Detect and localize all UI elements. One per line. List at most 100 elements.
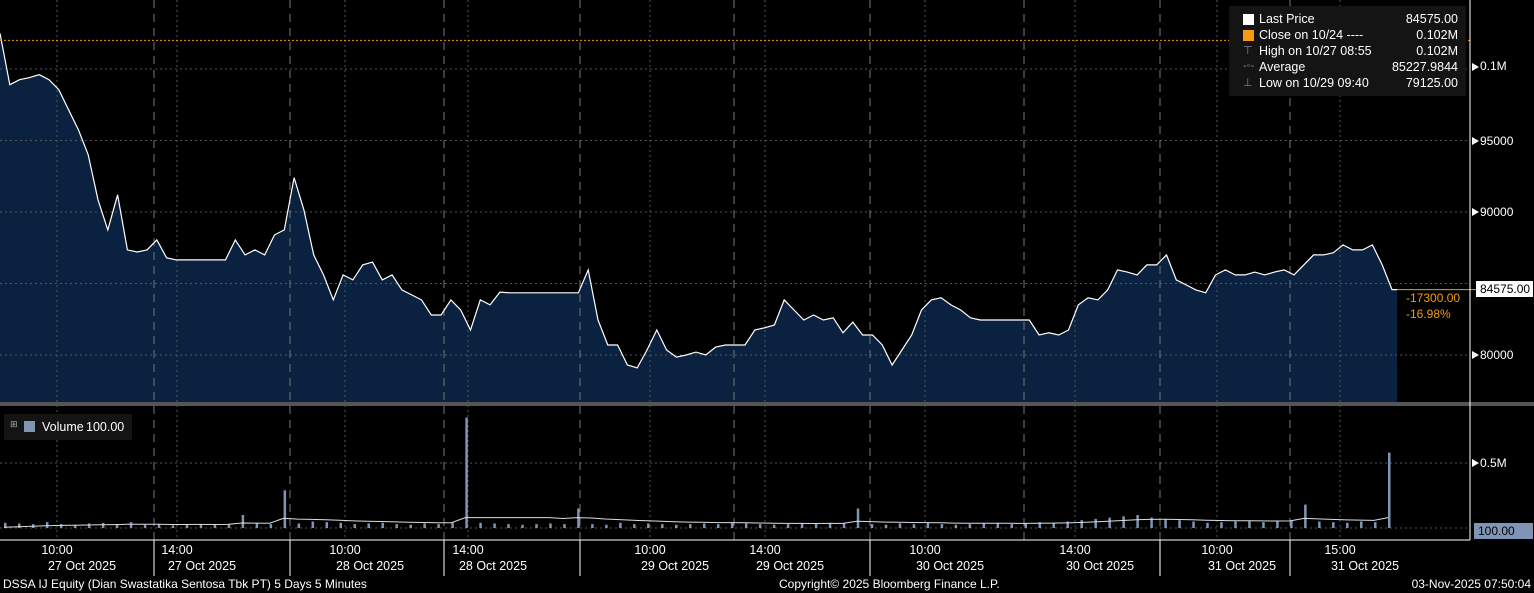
legend-close[interactable]: Close on 10/24 ---- 0.102M [1229, 28, 1466, 44]
price-change-pct: -16.98% [1406, 307, 1451, 321]
volume-bar [339, 522, 343, 528]
copyright: Copyright© 2025 Bloomberg Finance L.P. [779, 577, 1000, 591]
volume-bar [1262, 522, 1265, 528]
volume-bar [297, 523, 301, 528]
time-tick: 14:00 [452, 543, 484, 557]
expand-icon[interactable]: ⊞ [10, 419, 18, 429]
volume-bar [269, 524, 273, 528]
volume-bar [1248, 520, 1251, 528]
volume-bar [227, 524, 231, 528]
volume-bar [535, 524, 538, 528]
volume-bar [199, 524, 203, 528]
volume-bar [814, 524, 818, 528]
volume-bar [786, 524, 790, 528]
legend-low[interactable]: ⊥ Low on 10/29 09:40 79125.00 [1243, 76, 1458, 90]
date-tick: 29 Oct 2025 [640, 559, 710, 573]
volume-legend[interactable]: ⊞ Volume 100.00 [4, 414, 132, 440]
volume-bar [856, 508, 860, 528]
volume-bar [1080, 520, 1083, 528]
axis-tick-arrow [1472, 63, 1479, 71]
volume-bar [1374, 522, 1377, 528]
volume-bar [1108, 517, 1111, 528]
volume-bar [87, 523, 91, 528]
volume-bar [996, 522, 1000, 528]
volume-bar [45, 522, 49, 528]
date-tick: 30 Oct 2025 [915, 559, 985, 573]
axis-tick-arrow [1472, 351, 1479, 359]
volume-bar [772, 524, 776, 528]
volume-bar [926, 522, 930, 528]
date-tick: 31 Oct 2025 [1330, 559, 1400, 573]
volume-bar [982, 523, 986, 528]
volume-bar [1220, 522, 1223, 528]
date-tick: 28 Oct 2025 [458, 559, 528, 573]
time-tick: 10:00 [1201, 543, 1233, 557]
price-change: -17300.00 [1406, 291, 1461, 305]
volume-bar [842, 523, 846, 528]
volume-bar [1346, 522, 1349, 528]
low-marker-icon: ⊥ [1243, 77, 1253, 89]
volume-bar [213, 524, 217, 528]
security-description: DSSA IJ Equity (Dian Swastatika Sentosa … [3, 577, 367, 591]
volume-bar [633, 524, 636, 528]
volume-bar [171, 525, 175, 528]
volume-bar [493, 523, 496, 528]
volume-bar [828, 522, 832, 528]
volume-bar [367, 523, 370, 528]
volume-bar [577, 508, 580, 528]
time-tick: 14:00 [161, 543, 193, 557]
volume-bar [381, 522, 384, 528]
volume-bar [185, 524, 189, 528]
price-tick: 95000 [1480, 134, 1514, 148]
date-tick: 27 Oct 2025 [167, 559, 237, 573]
volume-bar [1150, 517, 1153, 528]
timestamp: 03-Nov-2025 07:50:04 [1411, 577, 1531, 591]
volume-bar [4, 522, 7, 528]
volume-bar [870, 524, 874, 528]
axis-tick-arrow [1472, 208, 1479, 216]
volume-bar [730, 522, 734, 528]
volume-bar [1332, 522, 1335, 528]
volume-bar [591, 524, 594, 528]
volume-bar [465, 417, 468, 528]
legend-high[interactable]: ⊤ High on 10/27 08:55 0.102M [1243, 44, 1458, 58]
volume-bar [143, 524, 147, 528]
axis-tick-arrow [1472, 137, 1479, 145]
volume-bar [17, 523, 21, 528]
volume-bar [1010, 524, 1014, 528]
orange-square-icon [1243, 30, 1254, 41]
volume-bar [507, 524, 510, 528]
legend-last-price[interactable]: Last Price 84575.00 [1229, 12, 1466, 28]
volume-bar [1024, 523, 1028, 528]
volume-bar [605, 524, 608, 528]
date-tick: 28 Oct 2025 [335, 559, 405, 573]
volume-bar [1192, 521, 1195, 528]
volume-bar [1122, 516, 1125, 528]
volume-bar [800, 523, 804, 528]
volume-bar [157, 524, 161, 528]
volume-bar [1304, 504, 1307, 528]
panel-separator [0, 402, 1534, 406]
volume-bar [437, 524, 440, 528]
volume-bar [101, 522, 105, 528]
price-line [0, 33, 1397, 369]
volume-bar [758, 524, 762, 528]
time-tick: 10:00 [634, 543, 666, 557]
time-tick: 14:00 [1059, 543, 1091, 557]
volume-bar [675, 524, 678, 528]
date-tick: 31 Oct 2025 [1207, 559, 1277, 573]
volume-bar [912, 524, 916, 528]
volume-bar [1094, 518, 1097, 528]
volume-bar [619, 522, 622, 528]
legend-average[interactable]: -◦- Average 85227.9844 [1243, 60, 1458, 74]
volume-bar [129, 522, 133, 528]
volume-bar [898, 523, 902, 528]
volume-tick: 0.5M [1480, 456, 1507, 470]
volume-bar [451, 522, 454, 528]
volume-bar [395, 524, 398, 528]
volume-bar [661, 524, 664, 528]
volume-bar [744, 523, 748, 528]
volume-bar [1178, 520, 1181, 528]
volume-average-line [3, 517, 1389, 528]
